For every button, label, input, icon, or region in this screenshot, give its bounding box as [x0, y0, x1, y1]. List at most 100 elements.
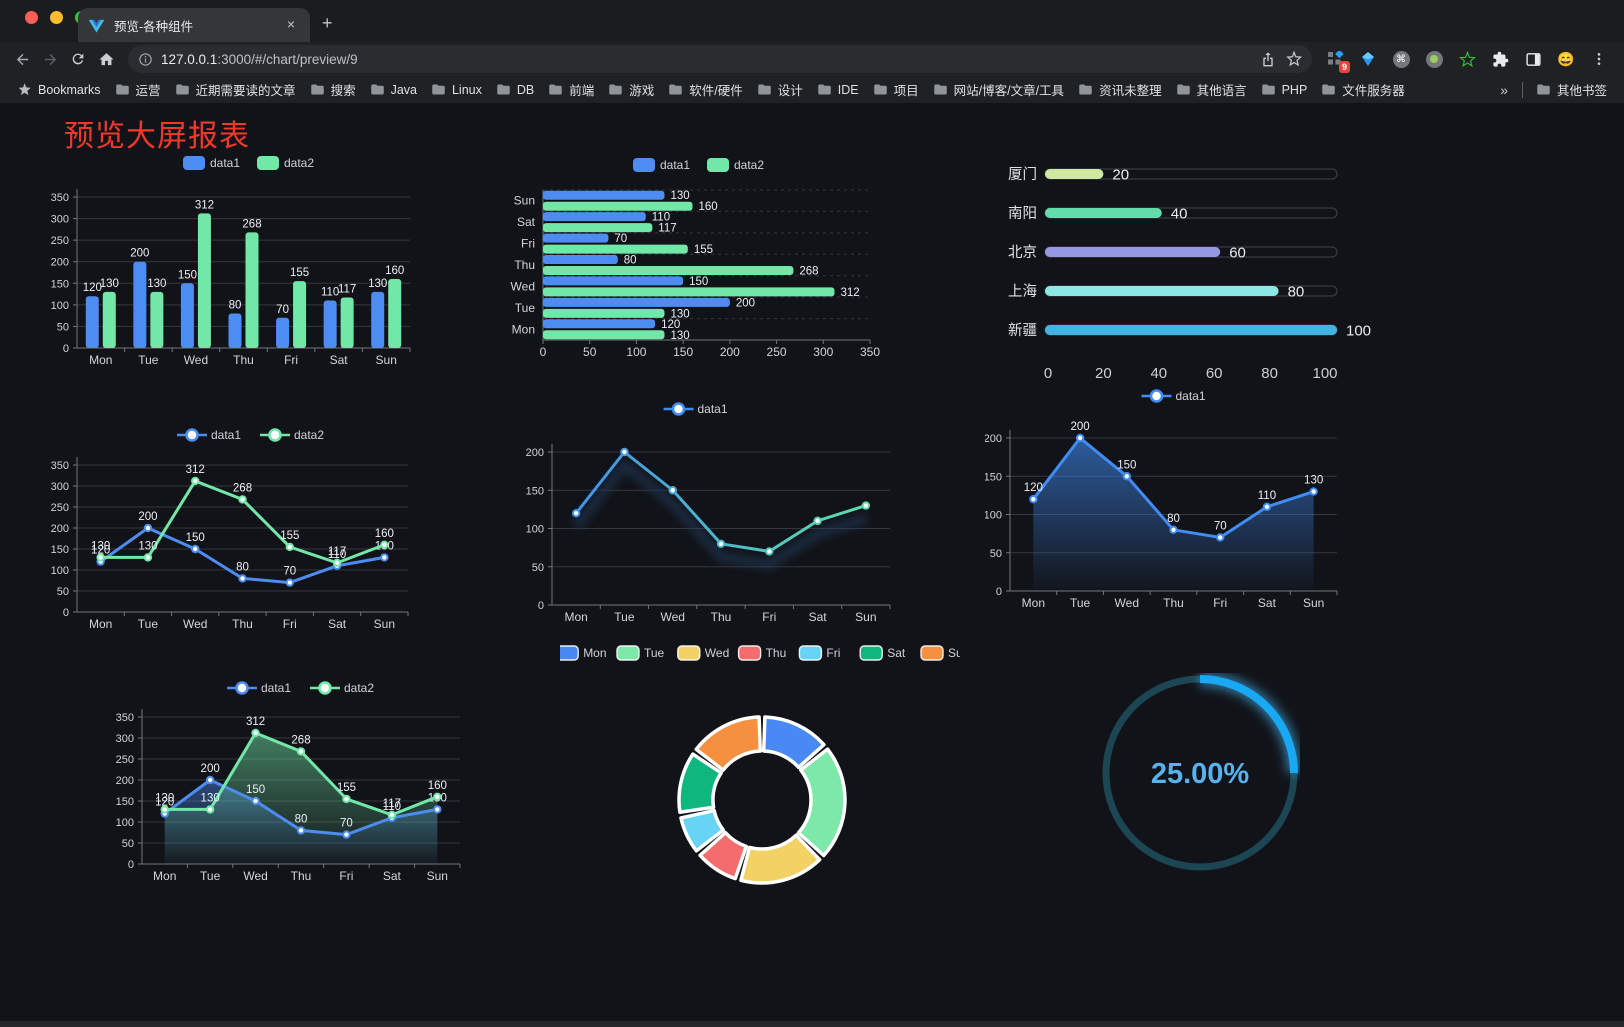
- grid-icon: [1327, 50, 1344, 64]
- bookmark-folder[interactable]: IDE: [810, 77, 866, 102]
- svg-text:155: 155: [694, 244, 713, 256]
- bookmark-folder[interactable]: Java: [363, 77, 424, 102]
- svg-text:Sat: Sat: [1258, 596, 1277, 610]
- grid-extension-icon[interactable]: 9: [1324, 48, 1350, 73]
- svg-text:80: 80: [229, 299, 242, 311]
- back-button[interactable]: [8, 45, 36, 73]
- svg-text:100: 100: [985, 510, 1002, 522]
- share-icon[interactable]: [1260, 51, 1276, 67]
- svg-text:Wed: Wed: [511, 279, 535, 293]
- new-tab-button[interactable]: +: [322, 13, 333, 33]
- svg-text:Fri: Fri: [1213, 596, 1227, 610]
- diamond-extension-icon[interactable]: [1357, 48, 1379, 70]
- bookmark-folder[interactable]: 游戏: [601, 77, 661, 102]
- emoji-extension-icon[interactable]: 😄: [1557, 51, 1575, 67]
- svg-text:312: 312: [195, 199, 214, 211]
- svg-text:160: 160: [698, 201, 717, 213]
- svg-text:100: 100: [116, 817, 134, 829]
- svg-text:100: 100: [51, 565, 69, 577]
- bookmark-folder[interactable]: 网站/博客/文章/工具: [926, 77, 1071, 102]
- extension-badge: 9: [1338, 61, 1350, 73]
- bookmark-folder[interactable]: 软件/硬件: [661, 77, 749, 102]
- page-title: 预览大屏报表: [64, 120, 250, 153]
- svg-text:70: 70: [614, 233, 627, 245]
- bookmark-folder-label: 近期需要读的文章: [195, 84, 296, 98]
- bookmarks-overflow-chevron[interactable]: »: [1500, 81, 1508, 98]
- svg-text:130: 130: [201, 792, 220, 804]
- site-info-icon[interactable]: [138, 52, 153, 67]
- svg-text:20: 20: [1112, 167, 1129, 184]
- chart-gauge: 25.00%: [1100, 673, 1300, 873]
- bookmark-folder-label: Linux: [451, 82, 482, 97]
- puzzle-icon: [1492, 51, 1508, 67]
- svg-text:Sat: Sat: [328, 617, 347, 631]
- svg-text:110: 110: [1258, 490, 1276, 502]
- bookmark-folder[interactable]: 项目: [866, 77, 926, 102]
- minimize-window-button[interactable]: [50, 11, 63, 24]
- bookmark-folder-label: Java: [390, 82, 417, 97]
- folder-icon: [1261, 84, 1275, 95]
- bookmark-folder-label: PHP: [1281, 82, 1308, 97]
- chart-horizontal-bar: data1 data2 0 50 100 150 200 250 300 350 Mon 120 130…: [505, 150, 895, 370]
- bookmark-star-icon[interactable]: [1286, 51, 1302, 67]
- star-extension-icon[interactable]: [1456, 48, 1478, 70]
- browser-menu-button[interactable]: [1588, 48, 1610, 70]
- svg-text:117: 117: [383, 798, 401, 810]
- bookmark-folder[interactable]: 近期需要读的文章: [168, 77, 303, 102]
- tab-close-icon[interactable]: ×: [286, 16, 296, 32]
- side-panel-button[interactable]: [1522, 48, 1544, 70]
- bookmark-folder[interactable]: 资讯未整理: [1071, 77, 1169, 102]
- forward-button[interactable]: [36, 45, 64, 73]
- svg-text:40: 40: [1150, 365, 1167, 382]
- svg-text:250: 250: [51, 502, 69, 514]
- folder-icon: [873, 84, 887, 95]
- bookmark-folder-label: 其他语言: [1196, 84, 1247, 98]
- bookmarks-manager-item[interactable]: Bookmarks: [10, 79, 108, 100]
- browser-tab[interactable]: 预览-各种组件 ×: [78, 8, 310, 42]
- bookmark-folder-label: 前端: [569, 84, 595, 98]
- folder-icon: [497, 84, 510, 95]
- bookmark-folder[interactable]: 设计: [750, 77, 810, 102]
- svg-text:130: 130: [670, 190, 689, 202]
- bookmark-folder[interactable]: DB: [489, 77, 541, 102]
- svg-text:200: 200: [116, 775, 134, 787]
- record-extension-icon[interactable]: [1423, 48, 1445, 70]
- svg-text:350: 350: [116, 712, 134, 724]
- folder-icon: [609, 84, 623, 95]
- svg-text:data1: data1: [660, 158, 690, 172]
- svg-text:Thu: Thu: [291, 869, 312, 883]
- bookmark-folder[interactable]: 搜索: [303, 77, 363, 102]
- bookmark-folder[interactable]: 运营: [108, 77, 168, 102]
- svg-text:Tue: Tue: [200, 869, 221, 883]
- svg-text:南阳: 南阳: [1008, 205, 1037, 222]
- svg-text:Thu: Thu: [1163, 596, 1184, 610]
- puzzle-extensions-button[interactable]: [1489, 48, 1511, 70]
- bookmark-folder[interactable]: 前端: [541, 77, 601, 102]
- svg-text:300: 300: [51, 481, 69, 493]
- address-bar[interactable]: 127.0.0.1:3000/#/chart/preview/9: [128, 45, 1312, 73]
- other-bookmarks-folder[interactable]: 其他书签: [1529, 77, 1614, 102]
- reload-button[interactable]: [64, 45, 92, 73]
- folder-icon: [1079, 84, 1092, 95]
- svg-text:120: 120: [155, 797, 174, 809]
- svg-text:268: 268: [233, 482, 252, 494]
- svg-text:100: 100: [626, 345, 646, 359]
- bookmark-folder[interactable]: 文件服务器: [1314, 77, 1412, 102]
- svg-text:150: 150: [246, 784, 265, 796]
- svg-text:130: 130: [670, 330, 689, 342]
- svg-text:300: 300: [813, 345, 833, 359]
- svg-text:Fri: Fri: [284, 353, 298, 367]
- svg-text:Fri: Fri: [521, 237, 535, 251]
- command-extension-icon[interactable]: ⌘: [1390, 48, 1412, 70]
- bookmarks-label: Bookmarks: [38, 82, 101, 97]
- svg-text:200: 200: [1070, 421, 1089, 433]
- bookmark-folder[interactable]: 其他语言: [1169, 77, 1254, 102]
- bookmark-folder[interactable]: PHP: [1254, 77, 1315, 102]
- back-icon: [16, 53, 28, 65]
- title-bar: 预览-各种组件 × +: [0, 0, 1624, 42]
- bookmark-folder[interactable]: Linux: [424, 77, 489, 102]
- svg-text:Sun: Sun: [427, 869, 448, 883]
- close-window-button[interactable]: [25, 11, 38, 24]
- svg-text:Fri: Fri: [339, 869, 353, 883]
- home-button[interactable]: [92, 45, 120, 73]
